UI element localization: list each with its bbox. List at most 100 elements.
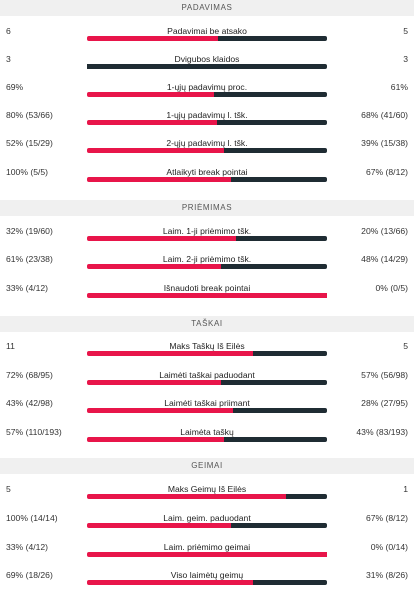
away-bar [217,120,327,125]
stat-label: Laimėti taškai priimant [164,398,250,408]
away-bar [253,580,327,585]
stat-label: Maks Geimų Iš Eilės [167,484,247,494]
home-bar [87,351,253,356]
stat-label: Dvigubos klaidos [174,54,240,64]
home-value: 33% (4/12) [6,542,49,552]
stat-row: 80% (53/66) 1-ųjų padavimų l. tšk. 68% (41… [0,110,414,139]
home-value: 43% (42/98) [6,398,53,408]
home-value: 5 [6,484,11,494]
stat-label: 2-ųjų padavimų l. tšk. [166,138,248,148]
home-bar [87,92,214,97]
stat-row: 5 Maks Geimų Iš Eilės 1 [0,484,414,513]
home-value: 11 [6,341,15,351]
home-value: 100% (5/5) [6,167,49,177]
home-value: 57% (110/193) [6,427,62,437]
home-value: 69% (18/26) [6,570,53,580]
away-bar [218,36,327,41]
away-value: 67% (8/12) [365,513,408,523]
away-value: 31% (8/26) [365,570,408,580]
home-bar [87,236,236,241]
stat-row: 52% (15/29) 2-ųjų padavimų l. tšk. 39% (15… [0,138,414,167]
home-bar [87,293,327,298]
stat-label: Laimėti taškai paduodant [159,370,255,380]
away-bar [221,264,327,269]
stat-label: Viso laimėtų geimų [170,570,244,580]
home-bar [87,148,224,153]
stat-label: Maks Taškų Iš Eilės [169,341,245,351]
home-bar [87,120,217,125]
home-value: 69% [6,82,24,92]
away-value: 48% (14/29) [361,254,408,264]
section-header-taškai: TAŠKAI [0,316,414,332]
away-bar [236,236,327,241]
stat-row: 3 Dvigubos klaidos 3 [0,54,414,83]
away-bar [233,408,327,413]
away-value: 5 [403,341,408,351]
section-header-padavimas: PADAVIMAS [0,0,414,16]
stat-row: 33% (4/12) Laim. priėmimo geimai 0% (0/14) [0,542,414,571]
away-bar [214,92,327,97]
away-value: 39% (15/38) [361,138,408,148]
away-value: 0% (0/5) [375,283,408,293]
away-value: 57% (56/98) [361,370,408,380]
stat-row: 100% (5/5) Atlaikyti break pointai 67% (8/… [0,167,414,196]
away-value: 61% [390,82,408,92]
home-value: 61% (23/38) [6,254,53,264]
home-bar [87,580,253,585]
stat-row: 100% (14/14) Laim. geim. paduodant 67% (8/… [0,513,414,542]
stat-row: 69% 1-ųjų padavimų proc. 61% [0,82,414,111]
stat-label: Laim. 1-ji priėmimo tšk. [162,226,252,236]
stat-row: 6 Padavimai be atsako 5 [0,26,414,55]
stat-row: 69% (18/26) Viso laimėtų geimų 31% (8/26) [0,570,414,599]
stat-row: 72% (68/95) Laimėti taškai paduodant 57% (… [0,370,414,399]
section-header-priėmimas: PRIĖMIMAS [0,200,414,216]
away-value: 67% (8/12) [365,167,408,177]
home-bar [87,177,231,182]
stat-label: Atlaikyti break pointai [166,167,248,177]
home-bar [87,408,233,413]
away-bar [231,523,327,528]
stat-label: Laim. geim. paduodant [163,513,251,523]
away-value: 68% (41/60) [361,110,408,120]
home-bar [87,552,327,557]
away-bar [224,437,327,442]
home-bar [87,523,231,528]
home-value: 6 [6,26,11,36]
home-bar [87,380,221,385]
stat-row: 32% (19/60) Laim. 1-ji priėmimo tšk. 20% (… [0,226,414,255]
home-value: 32% (19/60) [6,226,53,236]
stat-label: 1-ųjų padavimų proc. [166,82,248,92]
section-header-geimai: GEIMAI [0,458,414,474]
home-value: 3 [6,54,11,64]
away-bar [286,494,327,499]
stat-label: Laim. 2-ji priėmimo tšk. [162,254,252,264]
away-bar [224,148,327,153]
home-bar [87,36,218,41]
stat-label: Laim. priėmimo geimai [163,542,251,552]
home-value: 100% (14/14) [6,513,58,523]
stat-row: 43% (42/98) Laimėti taškai priimant 28% (2… [0,398,414,427]
away-value: 43% (83/193) [356,427,408,437]
away-bar [221,380,327,385]
stat-row: 33% (4/12) Išnaudoti break pointai 0% (0/5… [0,283,414,312]
stat-label: 1-ųjų padavimų l. tšk. [166,110,248,120]
home-value: 52% (15/29) [6,138,53,148]
home-value: 72% (68/95) [6,370,53,380]
away-value: 5 [403,26,408,36]
away-bar [87,64,327,69]
away-value: 1 [403,484,408,494]
home-bar [87,264,221,269]
stat-row: 57% (110/193) Laimėta taškų 43% (83/193) [0,427,414,456]
home-value: 80% (53/66) [6,110,53,120]
away-value: 20% (13/66) [361,226,408,236]
stat-label: Padavimai be atsako [167,26,247,36]
away-value: 3 [403,54,408,64]
away-value: 0% (0/14) [370,542,408,552]
stat-label: Laimėta taškų [180,427,234,437]
home-value: 33% (4/12) [6,283,49,293]
home-bar [87,437,224,442]
stat-row: 11 Maks Taškų Iš Eilės 5 [0,341,414,370]
stat-row: 61% (23/38) Laim. 2-ji priėmimo tšk. 48% (… [0,254,414,283]
away-value: 28% (27/95) [361,398,408,408]
away-bar [253,351,327,356]
